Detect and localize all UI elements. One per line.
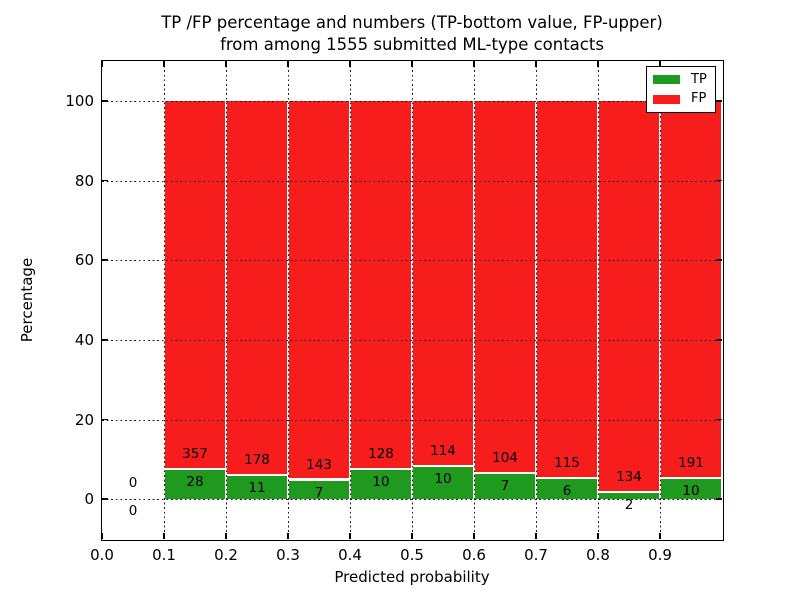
bar-label-fp: 191 xyxy=(678,455,704,472)
bar-label-tp: 2 xyxy=(624,497,634,514)
x-tick-label: 0.5 xyxy=(400,546,424,564)
y-tick-label: 40 xyxy=(74,330,94,349)
bar-label-tp: 10 xyxy=(434,471,452,487)
bar-segment-tp xyxy=(599,493,659,500)
tp-legend-swatch-icon xyxy=(653,75,680,85)
bar-label-tp: 0 xyxy=(128,503,138,520)
bar-segment-tp xyxy=(475,474,535,500)
bar-segment-fp xyxy=(413,100,473,467)
bar-segment-fp xyxy=(351,100,411,471)
bar-numbers-layer: 0 0 357 28 178 11 143 7 128 10 114 10 104 7 115 6 134 2 19… xyxy=(102,61,722,539)
bar-segment-fp xyxy=(599,100,659,494)
x-tick-label: 0.3 xyxy=(276,546,300,564)
bar-label-fp: 0 xyxy=(128,475,138,492)
bar-label-tp: 10 xyxy=(682,483,700,500)
legend-label-tp: TP xyxy=(691,71,707,87)
bar-segment-fp xyxy=(165,100,225,471)
plot-area: 0 0 357 28 178 11 143 7 128 10 114 10 104 7 115 6 134 2 19… xyxy=(100,59,724,541)
x-tick-label: 0.6 xyxy=(462,546,486,564)
bar-label-tp: 7 xyxy=(500,478,510,494)
y-axis-label: Percentage xyxy=(18,257,36,343)
bar-segment-tp xyxy=(227,476,287,500)
bar-label-fp: 357 xyxy=(182,446,208,463)
y-tick-label: 0 xyxy=(84,490,94,509)
x-tick-label: 0.4 xyxy=(338,546,362,564)
legend-item-fp: FP xyxy=(653,92,715,106)
y-tick-label: 80 xyxy=(74,171,94,190)
bar-segment-fp xyxy=(289,100,349,481)
bar-label-fp: 128 xyxy=(368,446,394,463)
bar-label-tp: 7 xyxy=(314,484,324,501)
bar-label-fp: 178 xyxy=(244,452,270,468)
x-tick-label: 0.0 xyxy=(90,546,114,564)
bar-segment-tp xyxy=(537,479,597,500)
bar-segment-fp xyxy=(227,100,287,476)
bar-label-fp: 134 xyxy=(616,469,642,486)
bar-label-fp: 115 xyxy=(554,455,580,472)
bar-label-tp: 11 xyxy=(248,480,266,496)
bar-segment-tp xyxy=(413,467,473,500)
bar-segment-tp xyxy=(165,470,225,500)
bar-label-tp: 28 xyxy=(186,474,204,491)
y-tick-label: 20 xyxy=(74,410,94,429)
bar-segment-fp xyxy=(475,100,535,474)
fp-legend-swatch-icon xyxy=(653,94,680,104)
bar-segment-fp xyxy=(537,100,597,480)
x-tick-label: 0.9 xyxy=(648,546,672,564)
y-tick-label: 60 xyxy=(74,251,94,270)
y-tick-label: 100 xyxy=(65,91,94,110)
chart-title-line2: from among 1555 submitted ML-type contac… xyxy=(220,35,604,54)
bar-segment-tp xyxy=(351,470,411,500)
bar-label-fp: 114 xyxy=(430,443,456,459)
bars-layer xyxy=(102,61,722,539)
bar-label-tp: 10 xyxy=(372,474,390,491)
bar-label-fp: 143 xyxy=(306,456,332,473)
bar-segment-fp xyxy=(661,100,721,480)
chart-title: TP /FP percentage and numbers (TP-bottom… xyxy=(102,12,722,56)
x-axis-label: Predicted probability xyxy=(334,568,490,586)
x-tick-label: 0.2 xyxy=(214,546,238,564)
x-tick-label: 0.1 xyxy=(152,546,176,564)
bar-segment-tp xyxy=(289,480,349,500)
legend-label-fp: FP xyxy=(691,91,707,107)
bar-label-tp: 6 xyxy=(562,483,572,500)
chart-title-line1: TP /FP percentage and numbers (TP-bottom… xyxy=(161,13,663,32)
x-tick-label: 0.8 xyxy=(586,546,610,564)
legend: TP FP xyxy=(646,66,716,113)
legend-item-tp: TP xyxy=(653,71,715,87)
bar-segment-tp xyxy=(661,479,721,500)
x-tick-label: 0.7 xyxy=(524,546,548,564)
bar-label-fp: 104 xyxy=(492,450,518,466)
